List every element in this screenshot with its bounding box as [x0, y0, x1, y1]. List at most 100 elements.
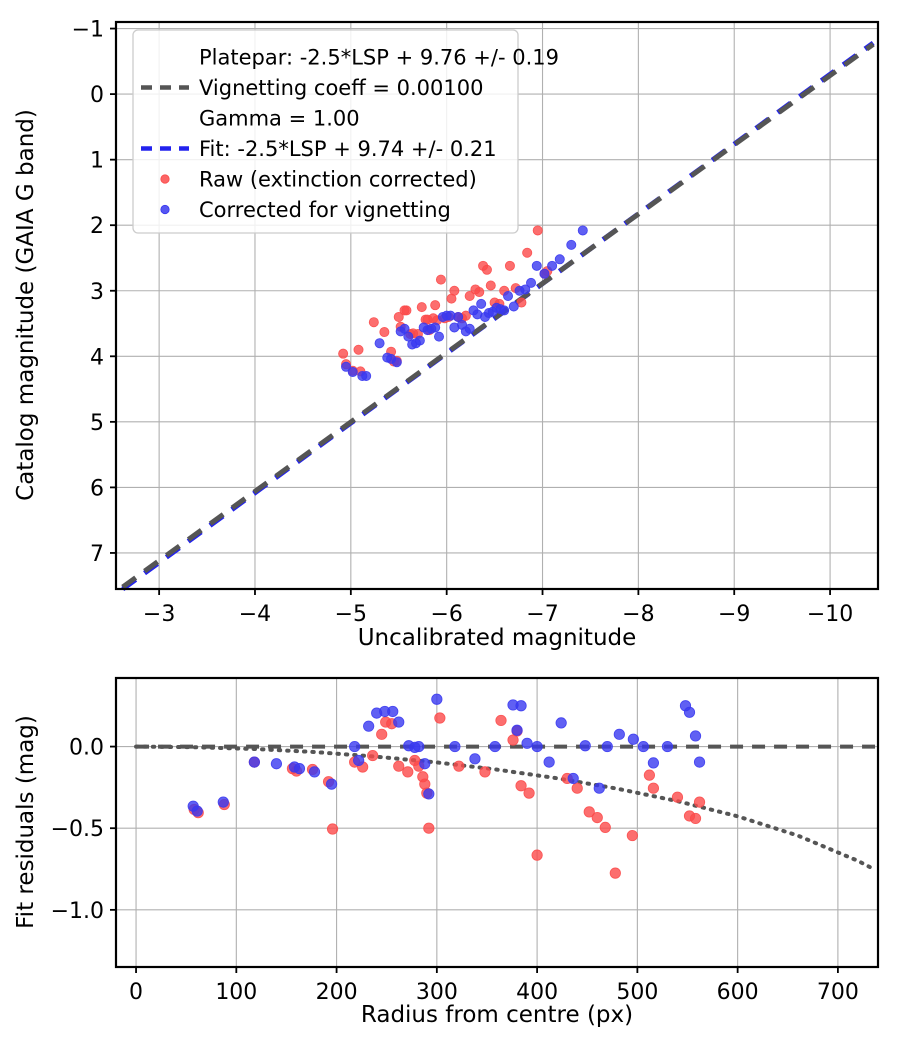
scatter-point	[499, 305, 510, 316]
scatter-point	[547, 260, 558, 271]
y-tick-label: 1	[90, 149, 104, 174]
scatter-point	[353, 754, 365, 767]
x-tick-label: 600	[717, 980, 759, 1005]
scatter-point	[523, 787, 535, 799]
scatter-point	[449, 285, 460, 296]
y-tick-label: 0.0	[69, 736, 104, 761]
scatter-point	[599, 821, 611, 834]
scatter-point	[643, 769, 656, 781]
scatter-point	[579, 740, 591, 752]
scatter-point	[481, 264, 492, 275]
scatter-point	[601, 740, 613, 753]
x-tick-label: −7	[526, 602, 558, 627]
scatter-point	[368, 317, 379, 328]
scatter-point	[593, 782, 605, 794]
y-tick-label: 2	[90, 214, 104, 239]
scatter-point	[308, 766, 321, 778]
scatter-point	[577, 225, 588, 236]
top-scatter-points	[338, 225, 588, 381]
bottom-tick-marks	[110, 745, 839, 973]
scatter-point	[363, 720, 375, 732]
scatter-point	[627, 733, 639, 745]
scatter-point	[293, 763, 306, 775]
legend-label: Gamma = 1.00	[199, 107, 360, 131]
scatter-point	[555, 717, 567, 729]
scatter-point	[531, 740, 543, 753]
scatter-point	[479, 766, 491, 778]
y-tick-label: 4	[90, 345, 104, 370]
bottom-tick-labels: 0 100 200 300 400 500 600 700 0.0 −0.5 −1.0	[51, 736, 859, 1005]
legend-background	[132, 29, 519, 234]
bottom-axes-frame	[114, 676, 880, 969]
scatter-point	[367, 749, 379, 762]
red-dot-icon	[160, 174, 170, 184]
top-y-axis-title: Catalog magnitude (GAIA G band)	[13, 109, 39, 501]
scatter-point	[626, 829, 638, 842]
scatter-point	[511, 724, 523, 736]
x-tick-label: −5	[335, 602, 367, 627]
scatter-point	[647, 782, 660, 794]
scatter-point	[554, 254, 565, 265]
scatter-point	[583, 806, 595, 818]
scatter-point	[419, 758, 431, 770]
x-tick-label: 500	[616, 980, 658, 1005]
x-tick-label: 0	[129, 980, 143, 1005]
y-tick-label: 0	[90, 83, 104, 108]
scatter-point	[387, 705, 399, 718]
scatter-point	[647, 757, 660, 769]
top-fit-lines	[121, 40, 875, 592]
scatter-point	[347, 367, 358, 378]
scatter-point	[613, 728, 625, 740]
scatter-point	[399, 323, 410, 334]
legend-label: Vignetting coeff = 0.00100	[199, 76, 483, 100]
scatter-point	[526, 277, 537, 288]
top-x-axis-title: Uncalibrated magnitude	[358, 625, 637, 651]
scatter-point	[374, 338, 385, 349]
top-tick-marks	[110, 27, 831, 595]
scatter-point	[449, 740, 461, 753]
x-tick-label: −10	[807, 602, 853, 627]
scatter-point	[393, 311, 404, 322]
scatter-point	[531, 849, 543, 861]
scatter-point	[361, 370, 372, 381]
scatter-point	[376, 728, 388, 740]
scatter-point	[393, 760, 405, 772]
scatter-point	[464, 290, 475, 301]
scatter-point	[413, 740, 425, 753]
scatter-point	[431, 693, 443, 705]
x-tick-label: −4	[239, 602, 271, 627]
scatter-point	[637, 740, 649, 753]
scatter-point	[474, 287, 485, 298]
scatter-point	[689, 812, 702, 825]
scatter-point	[693, 796, 706, 808]
scatter-point	[430, 322, 441, 333]
scatter-point	[609, 867, 621, 879]
scatter-point	[341, 361, 352, 372]
scatter-point	[434, 712, 446, 724]
scatter-point	[401, 305, 412, 316]
x-tick-label: 700	[817, 980, 859, 1005]
scatter-point	[403, 331, 414, 342]
scatter-point	[423, 822, 435, 834]
x-tick-label: −8	[622, 602, 654, 627]
bottom-axes-panel: 0 100 200 300 400 500 600 700 0.0 −0.5 −1.0 Radius…	[13, 676, 880, 1028]
scatter-point	[515, 780, 527, 792]
scatter-point	[531, 260, 542, 271]
scatter-point	[522, 247, 533, 258]
scatter-point	[671, 791, 684, 803]
scatter-point	[515, 700, 527, 712]
legend-label: Platepar: -2.5*LSP + 9.76 +/- 0.19	[199, 46, 559, 70]
y-tick-label: −1.0	[51, 899, 104, 924]
scatter-point	[571, 782, 583, 794]
x-tick-label: −9	[718, 602, 750, 627]
scatter-point	[469, 753, 481, 765]
y-tick-label: 5	[90, 411, 104, 436]
scatter-point	[543, 756, 555, 768]
scatter-point	[379, 327, 390, 338]
bottom-model-lines	[134, 744, 878, 871]
scatter-point	[217, 796, 229, 808]
scatter-point	[476, 298, 487, 309]
scatter-point	[503, 290, 514, 301]
